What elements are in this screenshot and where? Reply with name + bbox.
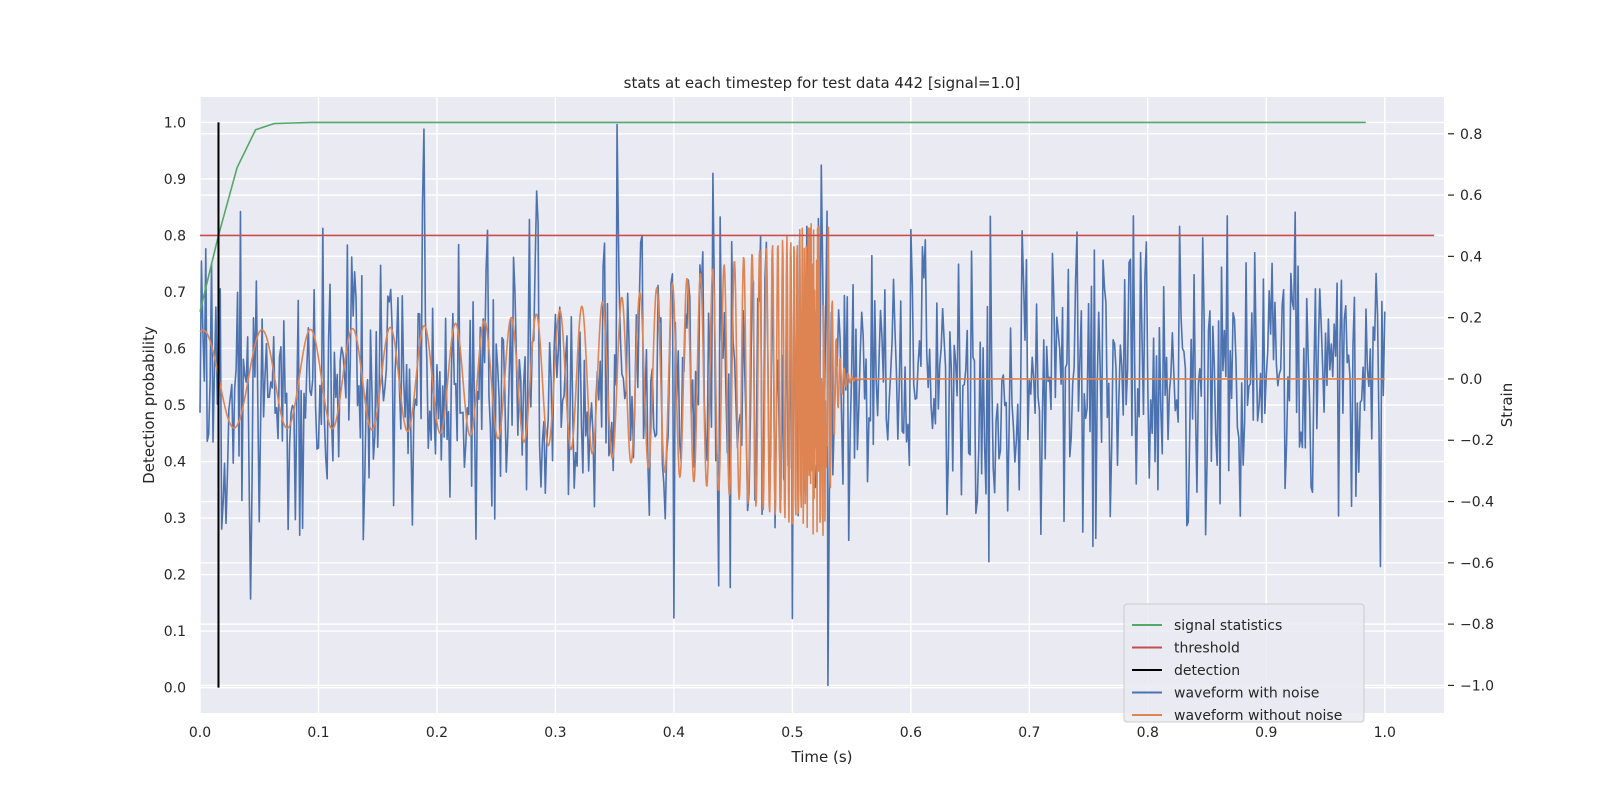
y2-tick-label: −1.0	[1460, 678, 1494, 694]
y2-tick-label: 0.4	[1460, 249, 1482, 265]
legend-label: signal statistics	[1174, 618, 1282, 634]
y2-tick-label: 0.2	[1460, 311, 1482, 327]
x-tick-label: 0.3	[544, 725, 566, 741]
y-tick-label: 0.5	[164, 398, 186, 414]
y-tick-label: 0.2	[164, 568, 186, 584]
series-layer	[199, 121, 1435, 688]
y-tick-label: 0.4	[164, 455, 186, 471]
legend-label: waveform without noise	[1174, 708, 1342, 724]
x-tick-label: 0.4	[663, 725, 685, 741]
y-tick-label: 0.6	[164, 341, 186, 357]
y2-tick-label: −0.4	[1460, 495, 1494, 511]
legend-box	[1123, 603, 1365, 723]
legend: signal statistics threshold detection wavef…	[1123, 603, 1365, 724]
x-tick-label: 0.5	[781, 725, 803, 741]
y-tick-label: 0.3	[164, 511, 186, 527]
x-tick-label: 1.0	[1374, 725, 1396, 741]
y-tick-label: 0.1	[164, 624, 186, 640]
y2-axis-label: Strain	[1498, 383, 1516, 427]
series-line-waveform-without-noise	[199, 223, 1386, 537]
ticks: 0.0 0.1 0.2 0.3 0.4 0.5 0.6 0.7 0.8 0.9 1.0 0.0 0.1 0…	[164, 115, 1494, 741]
y2-tick-label: −0.8	[1460, 617, 1494, 633]
y-tick-label: 0.0	[164, 681, 186, 697]
x-axis-label: Time (s)	[791, 748, 853, 766]
legend-label: threshold	[1174, 641, 1240, 657]
y2-tick-label: 0.6	[1460, 188, 1482, 204]
x-tick-label: 0.6	[900, 725, 922, 741]
y-axis-label: Detection probability	[140, 326, 158, 484]
y2-tick-label: 0.8	[1460, 127, 1482, 143]
x-tick-label: 0.7	[1018, 725, 1040, 741]
chart-title: stats at each timestep for test data 442…	[624, 74, 1021, 92]
y-tick-label: 0.7	[164, 285, 186, 301]
x-tick-label: 0.2	[426, 725, 448, 741]
y2-tick-label: 0.0	[1460, 372, 1482, 388]
legend-label: waveform with noise	[1174, 686, 1319, 702]
series-line-waveform-with-noise	[199, 123, 1386, 687]
y-tick-label: 1.0	[164, 115, 186, 131]
x-tick-label: 0.9	[1255, 725, 1277, 741]
y-tick-label: 0.8	[164, 228, 186, 244]
legend-label: detection	[1174, 663, 1240, 679]
series-line-signal-statistics	[199, 121, 1366, 312]
x-tick-label: 0.0	[189, 725, 211, 741]
y-tick-label: 0.9	[164, 172, 186, 188]
y2-tick-label: −0.6	[1460, 556, 1494, 572]
y2-tick-label: −0.2	[1460, 433, 1494, 449]
x-tick-label: 0.8	[1137, 725, 1159, 741]
x-tick-label: 0.1	[307, 725, 329, 741]
